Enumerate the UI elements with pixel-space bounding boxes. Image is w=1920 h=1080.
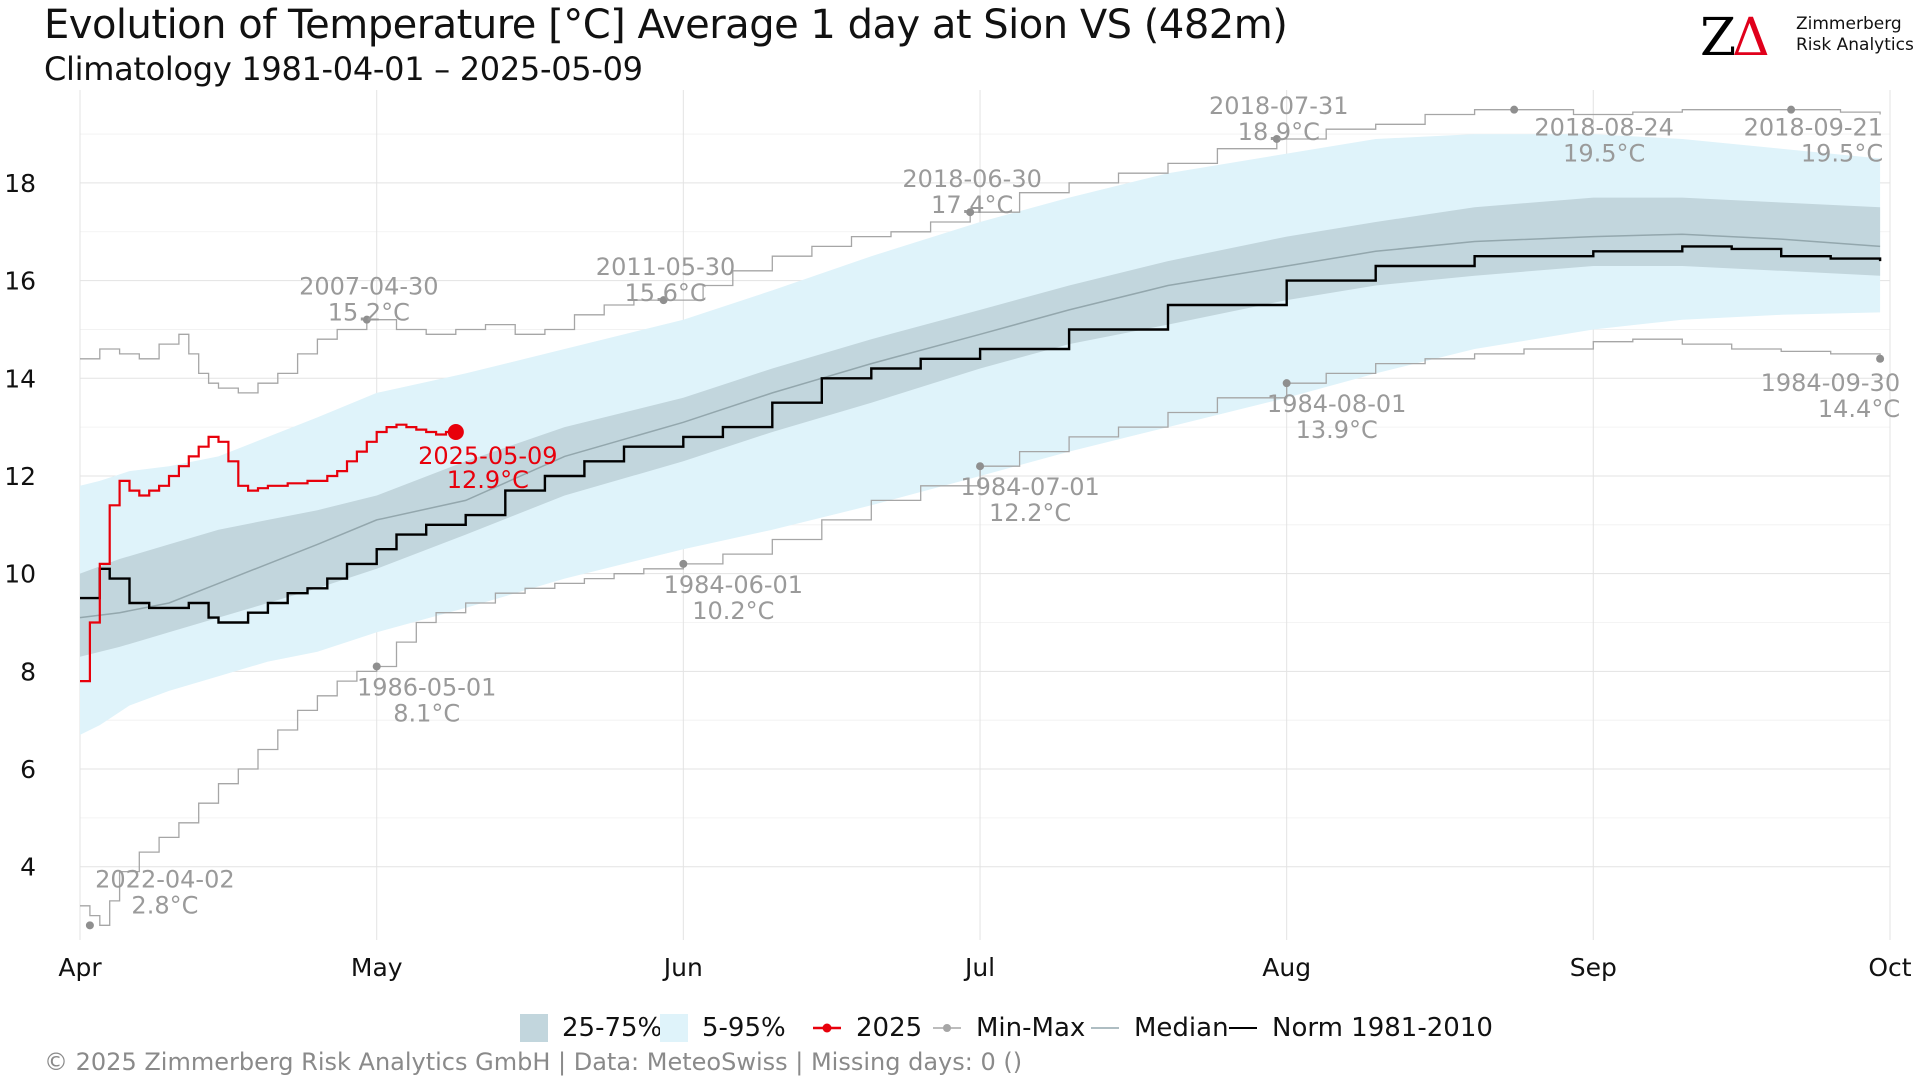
current-point bbox=[447, 424, 464, 441]
legend: 25-75% 5-95% 2025 Min-Max Median Norm 19… bbox=[0, 1010, 1920, 1046]
record-date-label: 1984-06-01 bbox=[664, 571, 803, 599]
record-point bbox=[966, 208, 975, 217]
logo-text: Zimmerberg Risk Analytics bbox=[1796, 14, 1914, 56]
legend-item-range: 5-95% bbox=[660, 1010, 786, 1046]
record-date-label: 1984-07-01 bbox=[960, 473, 1099, 501]
record-value-label: 17.4°C bbox=[931, 191, 1013, 219]
logo-line-1: Zimmerberg bbox=[1796, 14, 1902, 34]
footer-credits: © 2025 Zimmerberg Risk Analytics GmbH | … bbox=[44, 1048, 1023, 1076]
legend-item-current: 2025 bbox=[812, 1010, 922, 1046]
record-point bbox=[1876, 354, 1885, 363]
legend-item-iqr: 25-75% bbox=[520, 1010, 662, 1046]
x-tick-label: Jul bbox=[963, 953, 995, 982]
temperature-chart: 2022-04-022.8°C 1986-05-018.1°C 1984-06-01… bbox=[4, 90, 1912, 982]
legend-label-current: 2025 bbox=[856, 1013, 923, 1043]
x-tick-label: Sep bbox=[1570, 953, 1617, 982]
percentile-bands bbox=[80, 134, 1881, 735]
record-date-label: 2022-04-02 bbox=[95, 865, 234, 893]
record-point bbox=[1272, 134, 1281, 143]
x-tick-label: May bbox=[351, 953, 403, 982]
x-tick-label: Apr bbox=[58, 953, 102, 982]
band-25-75 bbox=[80, 197, 1881, 657]
record-date-label: 2018-06-30 bbox=[902, 165, 1041, 193]
y-axis: 4 6 8 10 12 14 16 18 bbox=[4, 169, 36, 882]
record-date-label: 1986-05-01 bbox=[357, 673, 496, 701]
record-date-label: 2018-07-31 bbox=[1209, 92, 1348, 120]
record-value-label: 2.8°C bbox=[131, 891, 198, 919]
x-axis: Apr May Jun Jul Aug Sep Oct bbox=[58, 953, 1911, 982]
record-value-label: 8.1°C bbox=[393, 699, 460, 727]
record-value-label: 13.9°C bbox=[1296, 416, 1378, 444]
record-point bbox=[1510, 105, 1519, 114]
legend-label-minmax: Min-Max bbox=[976, 1013, 1086, 1043]
record-value-label: 10.2°C bbox=[692, 597, 774, 625]
record-point bbox=[659, 296, 668, 305]
y-tick-label: 10 bbox=[4, 560, 36, 589]
y-tick-label: 16 bbox=[4, 267, 36, 296]
record-point bbox=[372, 662, 381, 671]
record-date-label: 1984-08-01 bbox=[1267, 390, 1406, 418]
record-point bbox=[362, 315, 371, 324]
record-value-label: 15.6°C bbox=[624, 279, 706, 307]
record-date-label: 2018-08-24 bbox=[1534, 114, 1673, 142]
legend-swatch-range bbox=[660, 1014, 688, 1042]
legend-label-median: Median bbox=[1134, 1013, 1229, 1043]
record-value-label: 19.5°C bbox=[1563, 140, 1645, 168]
record-value-label: 14.4°C bbox=[1818, 395, 1900, 423]
record-date-label: 2007-04-30 bbox=[299, 273, 438, 301]
record-point bbox=[1282, 379, 1291, 388]
legend-swatch-norm bbox=[1228, 1014, 1258, 1042]
legend-item-norm: Norm 1981-2010 bbox=[1228, 1010, 1493, 1046]
y-tick-label: 4 bbox=[20, 853, 36, 882]
record-date-label: 1984-09-30 bbox=[1761, 369, 1900, 397]
logo-mark-delta: Δ bbox=[1732, 8, 1770, 68]
record-value-label: 12.2°C bbox=[989, 499, 1071, 527]
record-point bbox=[679, 559, 688, 568]
y-tick-label: 8 bbox=[20, 657, 36, 686]
x-tick-label: Jun bbox=[662, 953, 703, 982]
legend-swatch-minmax bbox=[932, 1014, 962, 1042]
legend-label-iqr: 25-75% bbox=[562, 1013, 663, 1043]
legend-label-norm: Norm 1981-2010 bbox=[1272, 1013, 1493, 1043]
legend-swatch-current bbox=[812, 1014, 842, 1042]
record-point bbox=[976, 462, 985, 471]
legend-item-median: Median bbox=[1090, 1010, 1229, 1046]
record-value-label: 15.2°C bbox=[328, 299, 410, 327]
record-date-label: 2018-09-21 bbox=[1744, 114, 1883, 142]
max-line bbox=[80, 109, 1881, 394]
legend-label-range: 5-95% bbox=[702, 1013, 786, 1043]
record-date-label: 2011-05-30 bbox=[596, 253, 735, 281]
record-annotations: 2022-04-022.8°C 1986-05-018.1°C 1984-06-01… bbox=[85, 92, 1900, 930]
legend-swatch-median bbox=[1090, 1014, 1120, 1042]
logo-mark-z: Z bbox=[1700, 8, 1736, 68]
y-tick-label: 12 bbox=[4, 462, 36, 491]
logo-line-2: Risk Analytics bbox=[1796, 35, 1914, 55]
x-tick-label: Oct bbox=[1868, 953, 1911, 982]
y-tick-label: 18 bbox=[4, 169, 36, 198]
current-value-label: 12.9°C bbox=[447, 466, 529, 494]
series-lines bbox=[79, 109, 1882, 926]
y-tick-label: 14 bbox=[4, 364, 36, 393]
record-point bbox=[1787, 105, 1796, 114]
legend-swatch-iqr bbox=[520, 1014, 548, 1042]
band-5-95 bbox=[80, 134, 1881, 735]
current-date-label: 2025-05-09 bbox=[418, 442, 557, 470]
chart-title: Evolution of Temperature [°C] Average 1 … bbox=[44, 2, 1288, 48]
x-tick-label: Aug bbox=[1262, 953, 1311, 982]
record-value-label: 18.9°C bbox=[1238, 118, 1320, 146]
record-point bbox=[85, 921, 94, 930]
company-logo: ZΔ Zimmerberg Risk Analytics bbox=[1700, 6, 1914, 68]
record-value-label: 19.5°C bbox=[1801, 140, 1883, 168]
legend-item-minmax: Min-Max bbox=[932, 1010, 1085, 1046]
y-tick-label: 6 bbox=[20, 755, 36, 784]
chart-subtitle: Climatology 1981-04-01 – 2025-05-09 bbox=[44, 50, 643, 88]
current-year-line bbox=[80, 423, 456, 683]
min-line bbox=[80, 338, 1881, 926]
norm-line bbox=[80, 245, 1882, 624]
logo-mark: ZΔ bbox=[1700, 8, 1770, 68]
